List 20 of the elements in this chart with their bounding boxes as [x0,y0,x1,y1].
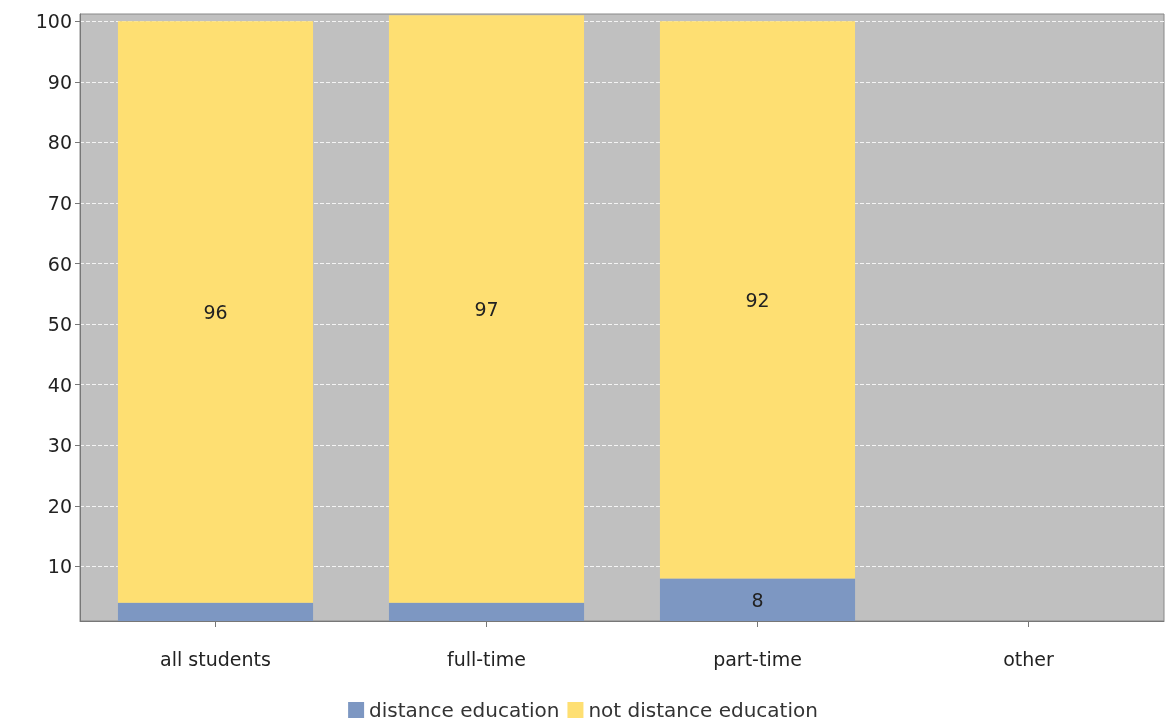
x-tick-label: other [1003,647,1054,670]
y-tick-label: 60 [47,252,72,275]
y-tick-label: 20 [47,494,72,517]
y-tick-label: 90 [47,70,72,93]
y-tick-label: 50 [47,313,72,336]
data-label: 92 [745,288,770,311]
data-label: 8 [751,588,764,611]
y-tick-label: 40 [47,373,72,396]
y-tick-label: 80 [47,131,72,154]
x-tick-label: all students [160,647,271,670]
x-tick-label: full-time [446,647,527,670]
y-tick-label: 100 [35,10,72,33]
y-tick-label: 70 [47,192,72,215]
x-tick-label: part-time [713,647,802,670]
data-label: 96 [203,301,228,324]
data-label: 97 [474,298,499,321]
legend-label: distance education [369,698,560,722]
y-tick-label: 30 [47,434,72,457]
legend-label: not distance education [588,698,818,722]
y-tick-label: 10 [47,555,72,578]
